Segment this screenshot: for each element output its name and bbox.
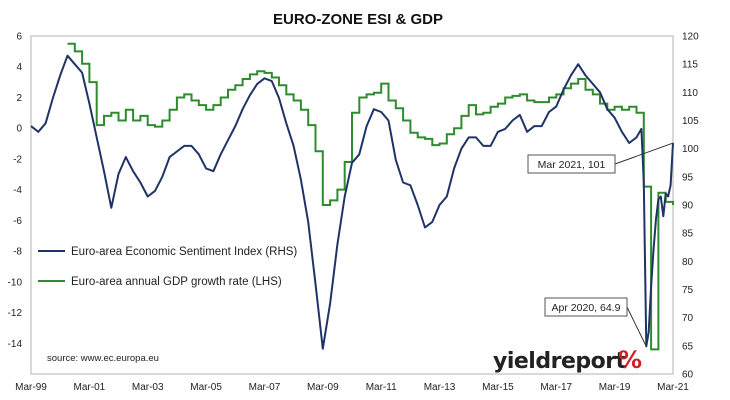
x-tick-label: Mar-15 <box>482 382 514 393</box>
right-tick-label: 60 <box>682 370 694 381</box>
right-tick-label: 110 <box>682 88 698 99</box>
left-tick-label: -10 <box>8 277 23 288</box>
x-tick-label: Mar-03 <box>132 382 164 393</box>
annotation-leader-apr-2020 <box>626 306 647 347</box>
legend-label-gdp: Euro-area annual GDP growth rate (LHS) <box>71 276 282 288</box>
left-tick-label: 6 <box>16 32 22 43</box>
x-tick-label: Mar-09 <box>307 382 339 393</box>
right-tick-label: 85 <box>682 229 694 240</box>
x-tick-label: Mar-13 <box>424 382 456 393</box>
plot-frame <box>30 35 674 375</box>
left-tick-label: 4 <box>16 62 22 73</box>
right-tick-label: 100 <box>682 144 699 155</box>
source-note: source: www.ec.europa.eu <box>47 353 159 364</box>
x-tick-label: Mar-99 <box>15 382 47 393</box>
x-tick-label: Mar-05 <box>190 382 222 393</box>
right-tick-label: 80 <box>682 257 694 268</box>
left-tick-label: -12 <box>8 308 23 319</box>
x-tick-label: Mar-19 <box>599 382 631 393</box>
left-tick-label: -4 <box>13 185 22 196</box>
left-tick-label: 0 <box>16 124 22 135</box>
x-tick-label: Mar-07 <box>249 382 281 393</box>
left-tick-label: -14 <box>8 339 23 350</box>
right-tick-label: 75 <box>682 285 694 296</box>
right-tick-label: 95 <box>682 172 694 183</box>
series-line-esi <box>30 54 674 350</box>
annotation-box-mar-2021 <box>527 154 616 174</box>
brand-percent-icon: % <box>618 346 642 374</box>
left-axis-ticks: 6 4 2 0 -2 -4 -6 -8 -10 -12 -14 <box>8 32 23 350</box>
right-tick-label: 120 <box>682 32 699 43</box>
annotation-box-apr-2020 <box>544 297 628 317</box>
left-tick-label: -6 <box>13 216 22 227</box>
right-tick-label: 90 <box>682 201 694 212</box>
annotation-apr-2020: Apr 2020, 64.9 <box>544 297 647 347</box>
right-tick-label: 105 <box>682 116 699 127</box>
x-tick-label: Mar-21 <box>657 382 689 393</box>
left-tick-label: -2 <box>13 154 22 165</box>
left-tick-label: 2 <box>16 93 22 104</box>
annotation-label-mar-2021: Mar 2021, 101 <box>538 159 606 171</box>
right-axis-ticks: 120 115 110 105 100 95 90 85 80 75 70 65 60 <box>682 32 699 381</box>
x-axis-ticks: Mar-99 Mar-01 Mar-03 Mar-05 Mar-07 Mar-09 Mar-… <box>15 382 689 393</box>
x-tick-label: Mar-11 <box>366 382 397 393</box>
brand-logo: yieldreport % <box>493 346 642 374</box>
annotation-leader-mar-2021 <box>614 142 674 165</box>
annotation-label-apr-2020: Apr 2020, 64.9 <box>552 302 621 314</box>
right-tick-label: 70 <box>682 313 694 324</box>
brand-name: yieldreport <box>493 349 627 374</box>
legend: Euro-area Economic Sentiment Index (RHS)… <box>38 246 297 288</box>
chart-title: EURO-ZONE ESI & GDP <box>273 11 443 28</box>
x-tick-label: Mar-01 <box>74 382 106 393</box>
series-line-gdp <box>67 42 674 351</box>
annotation-mar-2021: Mar 2021, 101 <box>527 142 674 174</box>
right-tick-label: 65 <box>682 341 694 352</box>
right-tick-label: 115 <box>682 60 698 71</box>
legend-label-esi: Euro-area Economic Sentiment Index (RHS) <box>71 246 297 258</box>
x-tick-label: Mar-17 <box>540 382 572 393</box>
left-tick-label: -8 <box>13 247 22 258</box>
